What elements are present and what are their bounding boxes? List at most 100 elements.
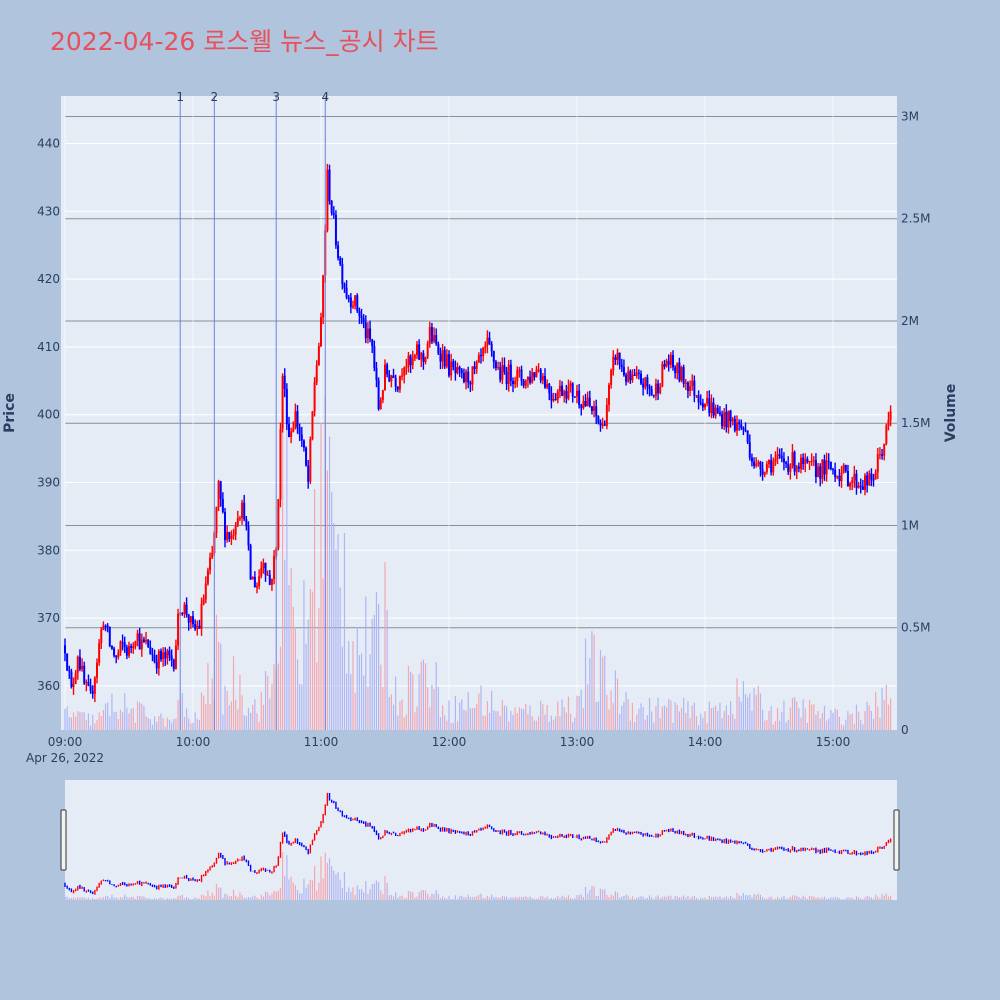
volume-bar	[860, 720, 861, 730]
candle-body	[190, 616, 192, 622]
volume-bar	[677, 705, 678, 730]
slider-volume-bar	[92, 898, 93, 900]
candle-body	[286, 389, 288, 424]
volume-bar	[431, 685, 432, 730]
range-slider-left-handle[interactable]	[61, 810, 66, 870]
volume-bar	[800, 718, 801, 730]
volume-bar	[572, 722, 573, 730]
volume-bar	[222, 714, 223, 730]
slider-volume-bar	[657, 895, 658, 900]
volume-bar	[92, 715, 93, 730]
candle-body	[203, 600, 205, 604]
candle-body	[331, 201, 333, 213]
candle-body	[734, 419, 736, 431]
candle-body	[81, 666, 83, 669]
volume-bar	[888, 705, 889, 730]
volume-bar	[120, 710, 121, 730]
slider-volume-bar	[301, 894, 302, 900]
candle-body	[194, 624, 196, 629]
slider-volume-bar	[442, 896, 443, 900]
slider-volume-bar	[310, 880, 311, 900]
volume-bar	[756, 695, 757, 730]
candle-body	[864, 475, 866, 489]
candle-body	[316, 365, 318, 382]
candle-body	[294, 411, 296, 429]
volume-bar	[815, 715, 816, 730]
range-slider[interactable]	[65, 780, 897, 900]
slider-volume-bar	[190, 899, 191, 900]
volume-bar	[267, 676, 268, 730]
volume-bar	[90, 726, 91, 730]
slider-volume-bar	[308, 884, 309, 900]
volume-bar	[465, 711, 466, 730]
volume-bar	[628, 699, 629, 730]
candle-body	[646, 377, 648, 386]
candle-body	[576, 391, 578, 397]
candle-body	[713, 402, 715, 415]
slider-volume-bar	[271, 893, 272, 900]
time-tick-label: 12:00	[432, 735, 467, 749]
volume-bar	[741, 702, 742, 730]
slider-volume-bar	[830, 897, 831, 900]
price-tick-label: 380	[37, 543, 60, 557]
slider-volume-bar	[717, 897, 718, 900]
slider-volume-bar	[702, 898, 703, 900]
volume-bar	[583, 708, 584, 730]
candle-body	[66, 653, 68, 670]
volume-bar	[224, 686, 225, 730]
slider-volume-bar	[276, 892, 277, 900]
volume-bar	[69, 717, 70, 730]
main-plot-area[interactable]	[61, 96, 897, 730]
volume-bar	[118, 719, 119, 730]
slider-volume-bar	[521, 897, 522, 900]
candle-body	[403, 368, 405, 376]
volume-tick-label: 2M	[901, 314, 919, 328]
slider-volume-bar	[160, 898, 161, 900]
candle-body	[416, 344, 418, 355]
candle-body	[256, 586, 258, 587]
slider-volume-bar	[675, 896, 676, 900]
candle-body	[529, 377, 531, 383]
candle-body	[561, 386, 563, 396]
volume-bar	[404, 717, 405, 730]
slider-volume-bar	[75, 898, 76, 900]
candle-body	[122, 642, 124, 643]
slider-volume-bar	[463, 897, 464, 900]
slider-volume-bar	[497, 897, 498, 900]
candle-body	[134, 641, 136, 646]
volume-bar	[736, 678, 737, 730]
candle-body	[890, 411, 892, 420]
volume-bar	[781, 712, 782, 730]
volume-bar	[137, 701, 138, 730]
price-tick-label: 430	[37, 204, 60, 218]
slider-volume-bar	[495, 897, 496, 900]
candle-body	[320, 317, 322, 346]
candle-body	[235, 525, 237, 534]
volume-bar	[256, 713, 257, 730]
volume-bar	[318, 608, 319, 730]
volume-bar	[809, 700, 810, 730]
slider-volume-bar	[677, 896, 678, 900]
volume-bar	[645, 720, 646, 730]
volume-bar	[329, 437, 330, 730]
volume-bar	[854, 724, 855, 730]
volume-bar	[280, 647, 281, 730]
volume-bar	[167, 718, 168, 730]
candle-body	[305, 448, 307, 466]
slider-volume-bar	[109, 898, 110, 900]
slider-volume-bar	[457, 899, 458, 900]
volume-bar	[220, 644, 221, 730]
candle-body	[149, 647, 151, 654]
candle-body	[265, 563, 267, 575]
candle-body	[188, 615, 190, 623]
range-slider-right-handle[interactable]	[894, 810, 899, 870]
candle-body	[301, 435, 303, 441]
candle-body	[439, 353, 441, 361]
volume-bar	[775, 721, 776, 730]
slider-volume-bar	[832, 898, 833, 900]
candle-body	[783, 458, 785, 462]
slider-volume-bar	[235, 896, 236, 900]
slider-volume-bar	[596, 896, 597, 900]
volume-bar	[478, 693, 479, 730]
candle-body	[422, 353, 424, 362]
